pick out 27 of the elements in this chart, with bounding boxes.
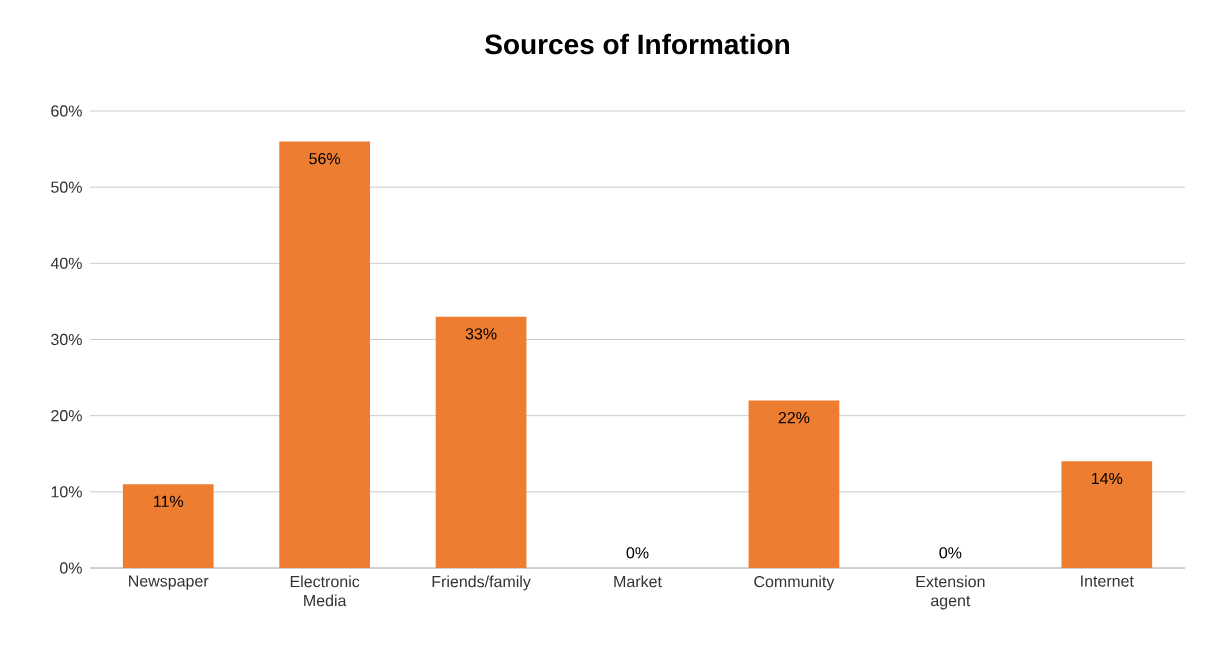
x-tick-label: Market	[614, 575, 662, 588]
y-tick-label: 10%	[51, 486, 82, 498]
x-tick-label: Community	[754, 575, 835, 591]
x-tick-label: Internet	[1081, 575, 1134, 587]
data-label: 14%	[1091, 472, 1123, 485]
bar	[435, 316, 527, 568]
data-label: 11%	[154, 495, 184, 507]
y-tick-label: 30%	[51, 333, 82, 346]
x-tick-label: Friends/family	[432, 575, 531, 591]
y-tick-label: 60%	[51, 105, 82, 117]
bar	[122, 484, 214, 568]
y-tick-label: 40%	[50, 257, 82, 269]
y-tick-label: 20%	[51, 410, 82, 422]
data-label: 0%	[626, 547, 649, 559]
y-tick-label: 0%	[59, 562, 82, 574]
data-label: 33%	[465, 328, 497, 340]
y-tick-label: 50%	[51, 181, 82, 193]
x-tick-label: Electronic Media	[290, 575, 360, 607]
data-label: 56%	[309, 152, 341, 165]
data-label: 0%	[939, 547, 962, 559]
x-tick-label: Newspaper	[129, 575, 209, 590]
x-tick-label: Extension agent	[916, 575, 985, 610]
bar	[1061, 461, 1153, 568]
bar	[748, 400, 840, 568]
bar	[279, 141, 371, 568]
data-label: 22%	[778, 411, 810, 424]
chart-title: Sources of Information	[485, 33, 789, 55]
